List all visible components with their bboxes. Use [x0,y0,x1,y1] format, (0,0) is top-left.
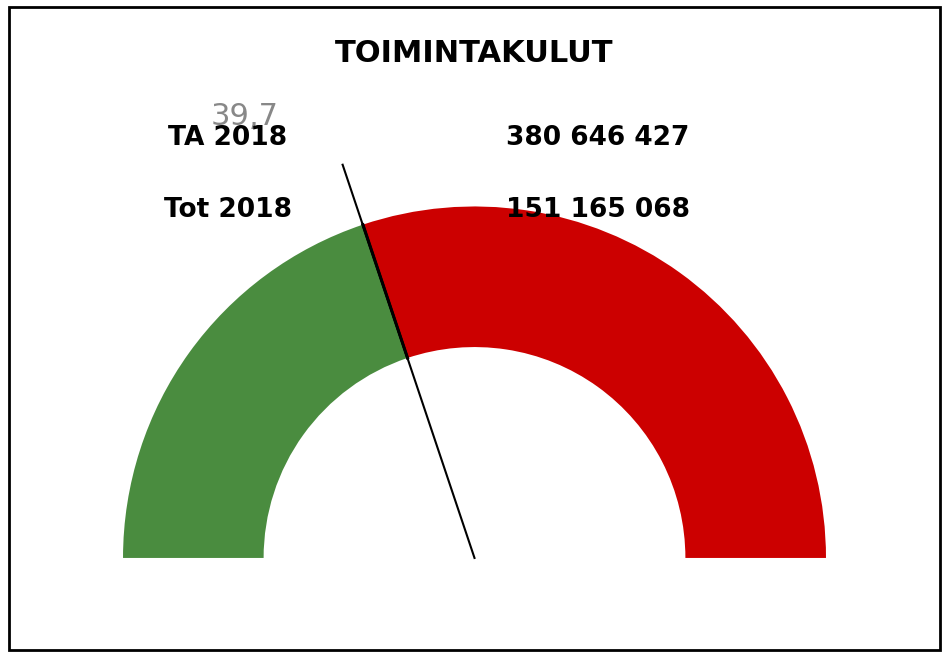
Text: 39,7: 39,7 [211,102,279,131]
Text: Tot 2018: Tot 2018 [164,197,291,223]
Text: 151 165 068: 151 165 068 [506,197,690,223]
Wedge shape [123,225,407,558]
Text: 380 646 427: 380 646 427 [506,125,690,151]
Wedge shape [363,206,826,558]
Text: TOIMINTAKULUT: TOIMINTAKULUT [335,39,614,68]
Text: TA 2018: TA 2018 [168,125,288,151]
